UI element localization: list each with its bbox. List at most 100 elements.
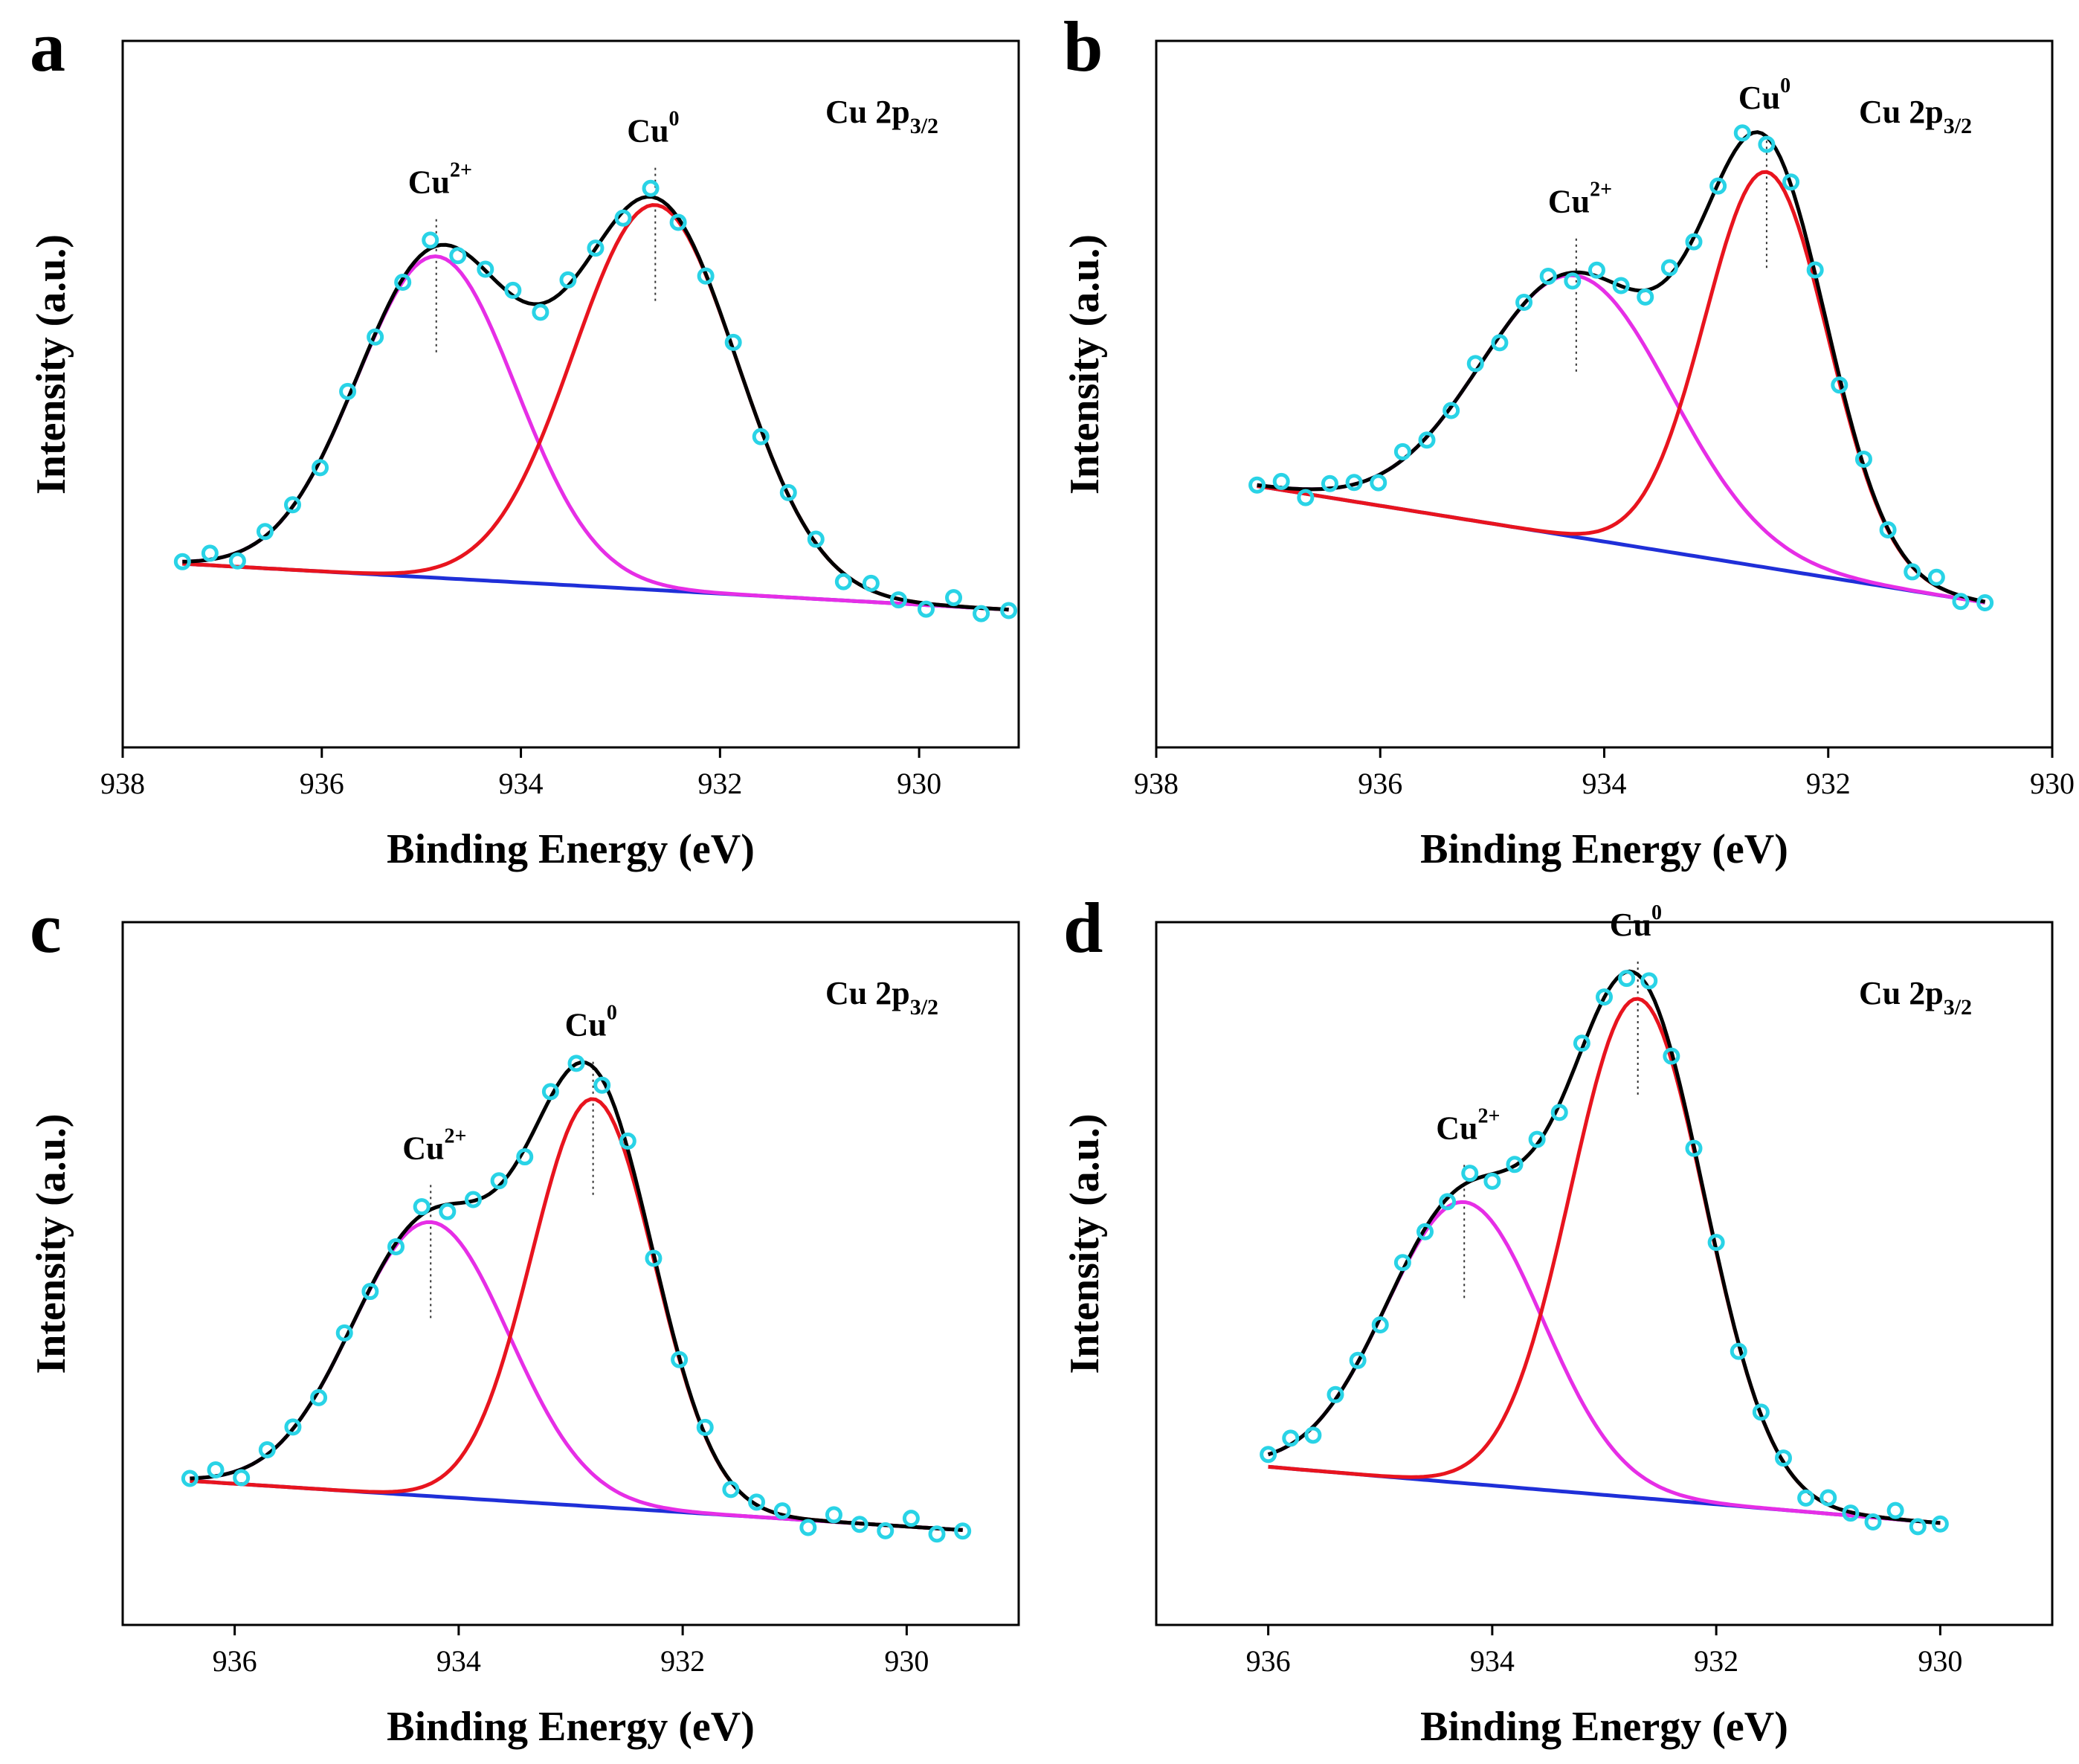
y-axis-label: Intensity (a.u.) [28, 234, 74, 495]
cu0-component-line [1268, 997, 1941, 1525]
peak-label-cu2plus: Cu2+ [402, 1124, 466, 1166]
data-point [1393, 442, 1411, 460]
envelope-line [1257, 130, 1986, 604]
data-point [1797, 1489, 1815, 1507]
spectrum-label: Cu 2p3/2 [825, 975, 938, 1020]
data-point [1416, 1223, 1434, 1240]
data-point [233, 1469, 251, 1487]
data-point [1483, 1172, 1501, 1190]
data-point [945, 589, 963, 607]
panel-letter: a [30, 7, 65, 86]
x-tick-label: 930 [897, 767, 941, 800]
data-point [889, 591, 907, 609]
data-point [559, 271, 577, 289]
plot-frame [121, 39, 1020, 749]
data-point [284, 496, 302, 514]
data-point [1806, 261, 1824, 279]
x-tick-label: 934 [1582, 767, 1627, 800]
data-point [1528, 1130, 1546, 1148]
x-tick-label: 932 [660, 1644, 705, 1678]
y-axis-label: Intensity (a.u.) [1062, 234, 1108, 495]
peak-label-cu2plus: Cu2+ [408, 159, 472, 201]
data-point [1640, 972, 1658, 990]
spectrum-label: Cu 2p3/2 [825, 94, 938, 138]
data-point [1854, 450, 1872, 468]
data-point [1371, 1316, 1389, 1334]
data-point [284, 1418, 302, 1436]
data-point [339, 382, 357, 400]
cu0-component-line [182, 203, 1009, 612]
data-point [1466, 355, 1484, 373]
data-point [773, 1502, 791, 1520]
peak-label-cu2plus: Cu2+ [1436, 1104, 1500, 1146]
plot-frame [1155, 39, 2054, 749]
data-point [1515, 294, 1533, 312]
data-point [207, 1461, 225, 1478]
data-point [181, 1470, 199, 1487]
data-point [1904, 563, 1921, 581]
data-point [669, 213, 687, 231]
data-point [614, 209, 632, 227]
data-point [1663, 1047, 1680, 1065]
x-axis-label: Binding Energy (eV) [1420, 826, 1788, 872]
data-point [954, 1522, 972, 1540]
data-point [312, 459, 329, 477]
data-point [1886, 1501, 1904, 1519]
data-point [464, 1191, 482, 1208]
data-point [1707, 1234, 1725, 1252]
cu0-component-line [190, 1097, 963, 1532]
cu2plus-component-line [182, 254, 1009, 612]
data-point [1588, 261, 1605, 279]
x-tick-label: 938 [1134, 767, 1179, 800]
cu2plus-component-line [190, 1220, 963, 1532]
x-tick-label: 930 [2030, 767, 2075, 800]
panel-d: d 936 934 932 930 Binding Energy (eV) Intensit… [1062, 888, 2054, 1750]
data-point [593, 1076, 611, 1094]
data-point [1491, 334, 1509, 352]
peak-label-cu0: Cu0 [627, 108, 679, 149]
data-point [1819, 1489, 1837, 1507]
data-point [532, 303, 549, 321]
envelope-line [182, 195, 1009, 612]
data-point [516, 1148, 534, 1166]
data-point [1393, 1254, 1411, 1272]
data-point [1618, 970, 1636, 988]
data-point [1730, 1342, 1747, 1360]
data-point [724, 333, 742, 351]
data-point [504, 281, 522, 299]
y-axis-label: Intensity (a.u.) [28, 1113, 74, 1374]
data-point [1733, 124, 1751, 142]
x-tick-label: 938 [100, 767, 145, 800]
data-point [387, 1237, 405, 1255]
panel-b: b 938 936 934 932 930 Binding Energy (eV) Inten… [1062, 7, 2075, 872]
data-point [449, 247, 467, 265]
data-point [228, 552, 246, 570]
data-point [1349, 1351, 1367, 1369]
data-point [1461, 1165, 1479, 1182]
panel-a: a 938 936 934 932 930 Binding Energy (eV) Inten… [28, 7, 1020, 872]
data-point [1282, 1429, 1300, 1447]
data-point [367, 328, 384, 346]
data-point [1418, 431, 1436, 449]
data-point [1596, 988, 1613, 1006]
data-point [696, 1418, 714, 1436]
x-tick-label: 932 [1694, 1644, 1738, 1678]
data-point [645, 1249, 663, 1267]
data-point [1321, 474, 1338, 492]
data-point [1443, 402, 1460, 419]
data-point [310, 1388, 328, 1406]
plot-frame [1155, 921, 2054, 1626]
data-point [256, 523, 274, 541]
data-point [973, 605, 990, 622]
x-axis-label: Binding Energy (eV) [1420, 1704, 1788, 1750]
spectrum-label: Cu 2p3/2 [1859, 975, 1972, 1020]
data-point [1952, 593, 1970, 611]
data-point [902, 1510, 920, 1528]
panel-letter: c [30, 888, 62, 968]
peak-label-cu0: Cu0 [565, 1002, 617, 1043]
data-point [917, 600, 935, 618]
data-point [1879, 521, 1897, 538]
data-point [1976, 594, 1994, 612]
peak-label-cu0: Cu0 [1610, 901, 1662, 943]
x-axis-label: Binding Energy (eV) [387, 1704, 755, 1750]
